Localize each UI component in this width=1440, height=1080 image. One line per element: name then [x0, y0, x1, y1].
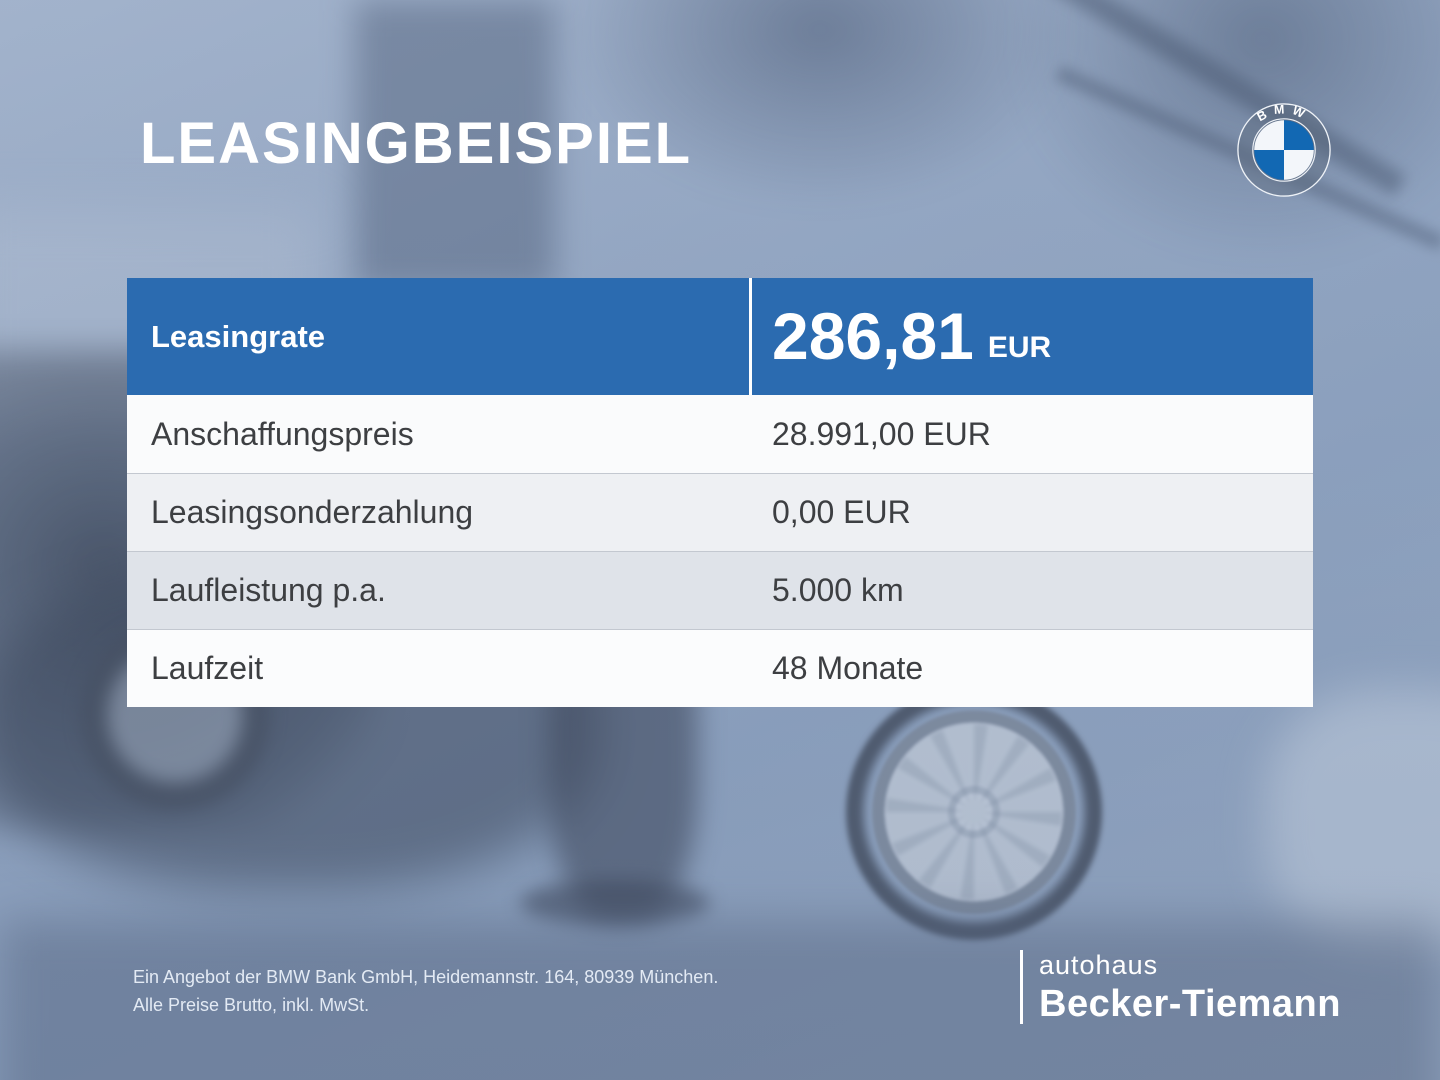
bg-branch [913, 0, 1407, 197]
table-header-row: Leasingrate 286,81 EUR [127, 278, 1313, 395]
dealer-name-top: autohaus [1039, 950, 1159, 980]
disclaimer: Ein Angebot der BMW Bank GmbH, Heidemann… [133, 963, 718, 1020]
bmw-logo-icon: BMW [1237, 102, 1331, 197]
row-label: Anschaffungspreis [151, 415, 414, 452]
table-row: Leasingsonderzahlung 0,00 EUR [127, 473, 1313, 551]
bg-wheel [846, 684, 1102, 940]
header-value-cell: 286,81 EUR [752, 278, 1313, 395]
table-row: Anschaffungspreis 28.991,00 EUR [127, 395, 1313, 473]
row-value: 0,00 EUR [772, 494, 911, 530]
disclaimer-line1: Ein Angebot der BMW Bank GmbH, Heidemann… [133, 967, 719, 987]
lease-table: Leasingrate 286,81 EUR Anschaffungspreis… [127, 278, 1313, 707]
bg-car-silhouette [1265, 690, 1440, 950]
disclaimer-line2: Alle Preise Brutto, inkl. MwSt. [133, 995, 370, 1016]
table-row: Laufleistung p.a. 5.000 km [127, 551, 1313, 629]
row-label: Laufleistung p.a. [151, 572, 386, 608]
table-row: Laufzeit 48 Monate [127, 629, 1313, 707]
bg-tree-shadow [560, 0, 1080, 210]
row-value: 5.000 km [772, 572, 904, 608]
bg-person-silhouette [520, 880, 710, 926]
row-label: Laufzeit [151, 650, 264, 686]
bg-wheel [872, 710, 1076, 914]
row-value: 48 Monate [772, 650, 924, 686]
row-value: 28.991,00 EUR [772, 415, 991, 452]
header-label-cell: Leasingrate [127, 278, 752, 395]
leasingrate-value: 286,81 [772, 299, 974, 373]
page-title: LEASINGBEISPIEL [140, 111, 693, 176]
dealer-names: autohaus Becker-Tiemann [1039, 950, 1341, 1026]
dealer-logo: autohaus Becker-Tiemann [1020, 950, 1341, 1026]
leasingrate-currency: EUR [987, 330, 1052, 364]
bg-tree-shadow [1010, 0, 1440, 260]
dealer-divider [1020, 950, 1023, 1024]
leasingrate-label: Leasingrate [151, 318, 326, 354]
dealer-name-bottom: Becker-Tiemann [1039, 983, 1341, 1025]
row-label: Leasingsonderzahlung [151, 494, 474, 530]
bg-wheel [886, 724, 1062, 900]
